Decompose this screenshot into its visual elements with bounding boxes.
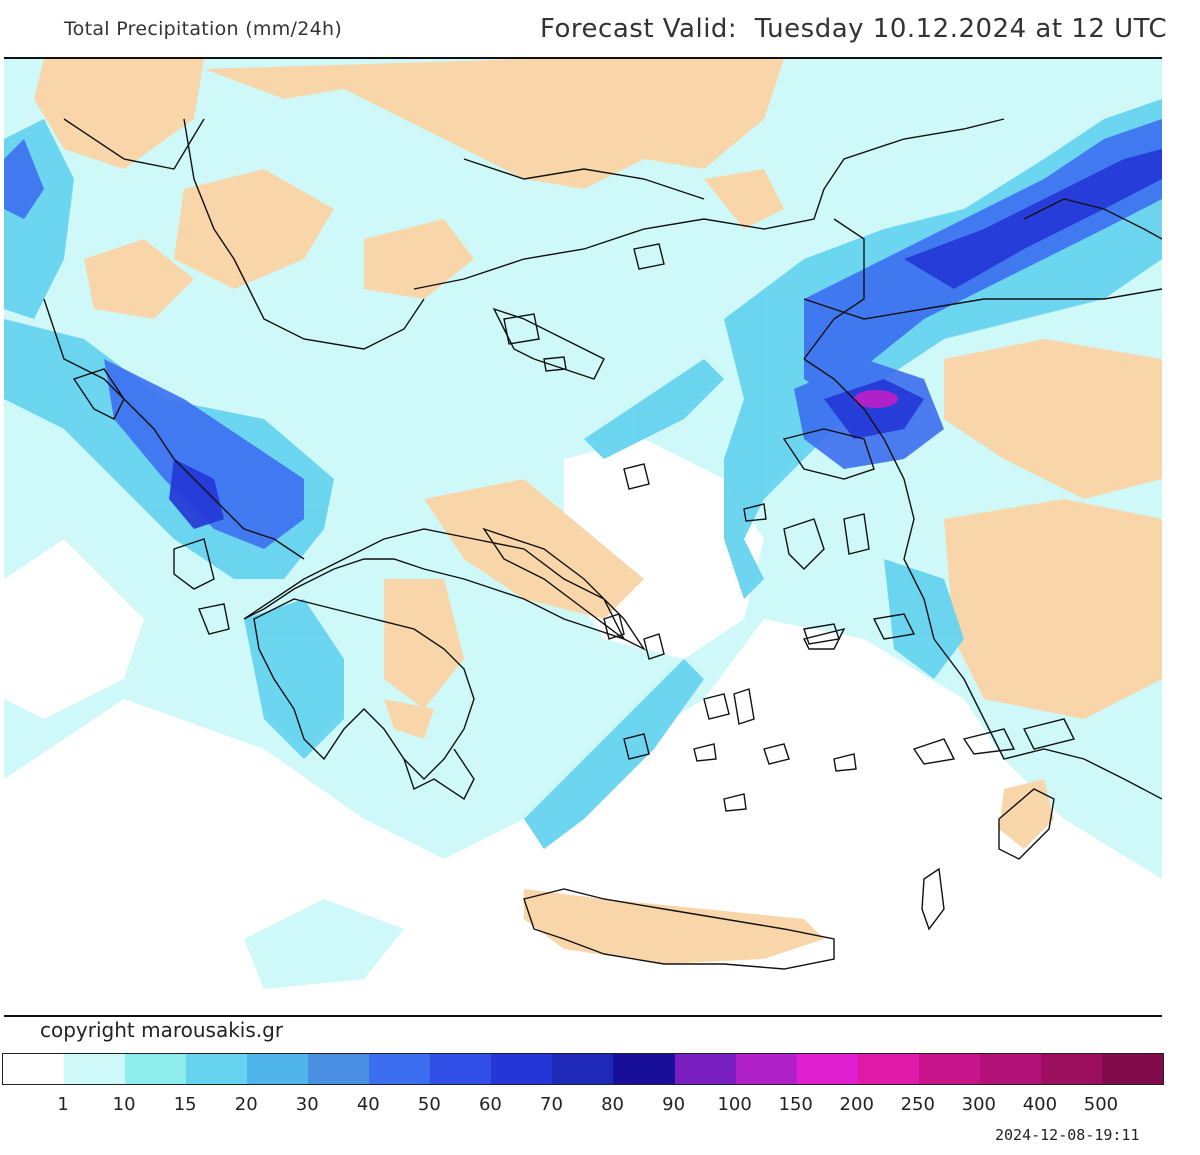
legend-label: 15: [173, 1094, 197, 1115]
legend-label: 250: [900, 1094, 935, 1115]
legend-swatch: [369, 1054, 431, 1084]
legend-label: 20: [234, 1094, 258, 1115]
legend-swatch: [613, 1054, 675, 1084]
legend-swatch: [979, 1054, 1041, 1084]
chart-title: Total Precipitation (mm/24h): [64, 18, 343, 40]
precipitation-map: [4, 57, 1162, 1017]
legend-label: 500: [1083, 1094, 1119, 1115]
forecast-label: Forecast Valid:: [540, 14, 738, 44]
legend-swatch: [1040, 1054, 1102, 1084]
legend-swatch: [796, 1054, 858, 1084]
legend-swatch: [430, 1054, 492, 1084]
legend-swatch: [247, 1054, 309, 1084]
legend-label: 400: [1022, 1094, 1058, 1115]
forecast-value: Tuesday 10.12.2024 at 12 UTC: [754, 14, 1168, 44]
legend-label: 60: [478, 1094, 502, 1115]
forecast-valid: Forecast Valid: Tuesday 10.12.2024 at 12…: [540, 14, 1167, 44]
legend-label: 1: [57, 1094, 69, 1115]
legend-label: 40: [356, 1094, 380, 1115]
legend-label: 50: [417, 1094, 441, 1115]
legend-label: 300: [961, 1094, 997, 1115]
legend-label: 30: [295, 1094, 319, 1115]
legend-swatch: [1101, 1054, 1163, 1084]
dry-land-areas: [34, 59, 1162, 964]
legend-swatch: [674, 1054, 736, 1084]
legend-label: 200: [839, 1094, 874, 1115]
legend-swatch: [64, 1054, 126, 1084]
legend-label: 10: [112, 1094, 136, 1115]
coastlines-borders: [43, 118, 1162, 970]
legend-labels: 1 10 15 20 30 40 50 60 70 80 90 100 150 200 250 300 400 5…: [0, 1094, 1200, 1120]
legend-swatch: [125, 1054, 187, 1084]
legend-swatch: [186, 1054, 248, 1084]
copyright-text: copyright marousakis.gr: [40, 1018, 284, 1042]
legend-swatch: [918, 1054, 980, 1084]
legend-swatch: [491, 1054, 553, 1084]
run-timestamp: 2024-12-08-19:11: [995, 1126, 1140, 1144]
legend-label: 150: [778, 1094, 813, 1115]
legend-label: 100: [717, 1094, 752, 1115]
legend-swatch: [857, 1054, 919, 1084]
map-svg: [4, 59, 1162, 1015]
color-legend: [2, 1053, 1164, 1085]
legend-swatch: [3, 1054, 65, 1084]
legend-swatch: [308, 1054, 370, 1084]
legend-label: 90: [662, 1094, 686, 1115]
peak-rain-cell: [854, 390, 898, 408]
legend-swatch: [735, 1054, 797, 1084]
legend-swatch: [552, 1054, 614, 1084]
legend-label: 70: [540, 1094, 563, 1115]
legend-label: 80: [601, 1094, 624, 1115]
